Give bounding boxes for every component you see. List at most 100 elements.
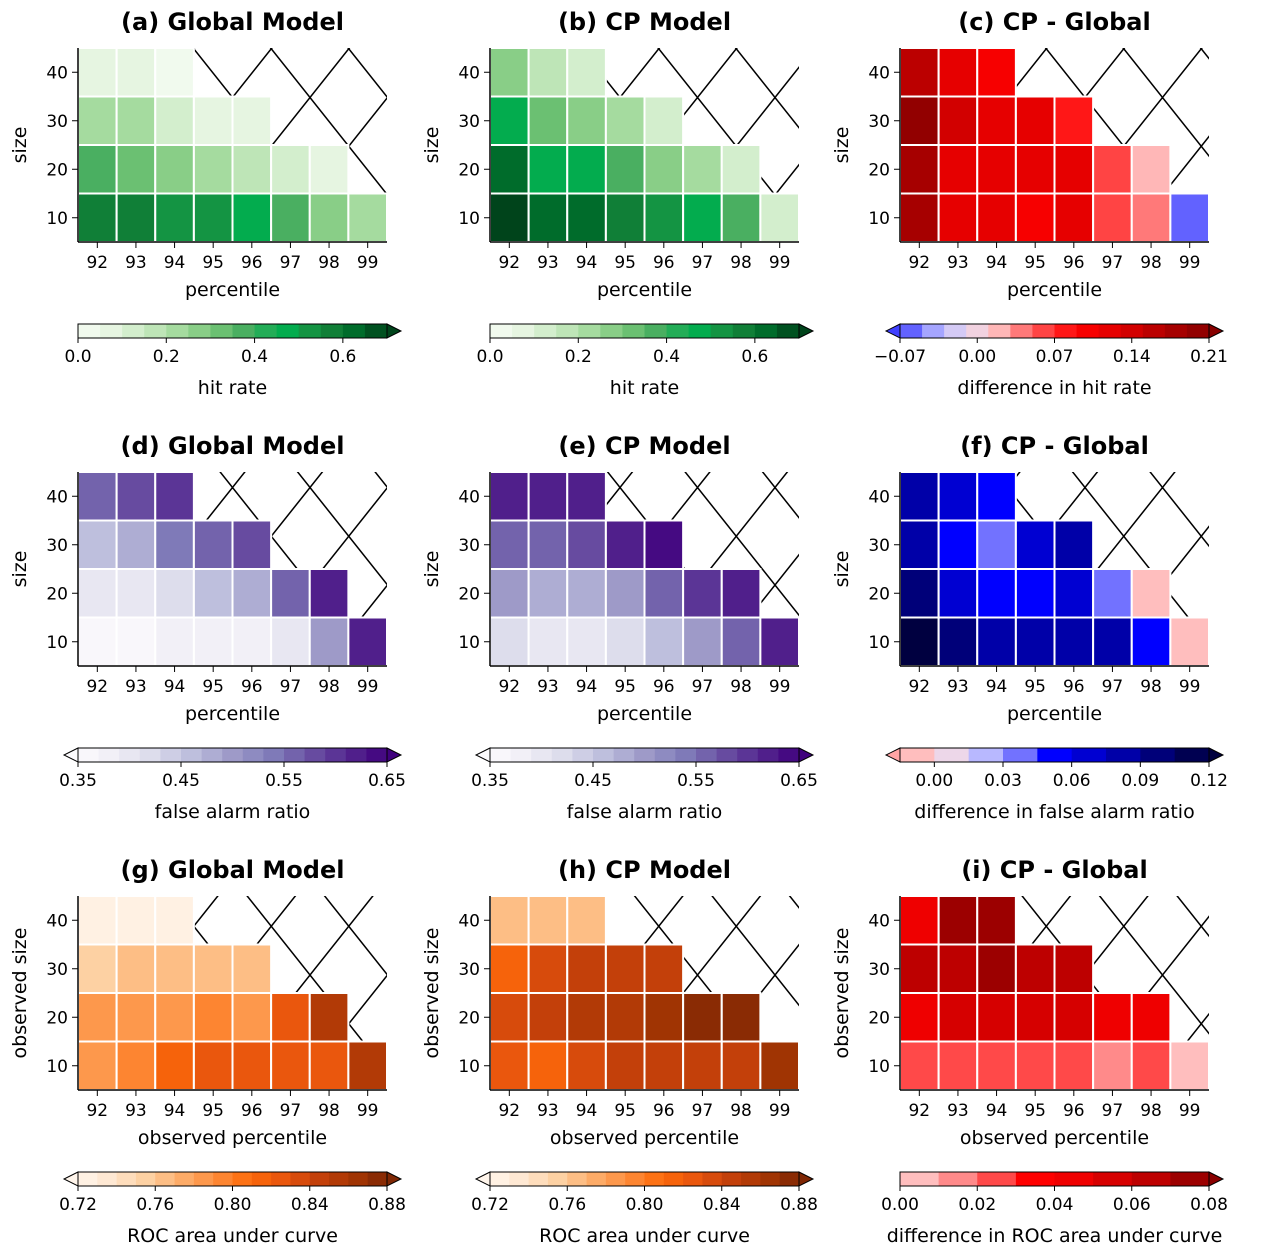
- colorbar-segment: [1140, 748, 1176, 762]
- colorbar-extend-max: [798, 323, 815, 339]
- heatmap-cell: [720, 144, 762, 195]
- colorbar-tick-label: 0.76: [548, 1195, 586, 1215]
- panel-title: (d) Global Model: [121, 432, 345, 460]
- heatmap-cell: [77, 144, 118, 195]
- x-tick-label: 99: [357, 677, 379, 697]
- y-axis-label: observed size: [421, 928, 443, 1059]
- heatmap-cell: [308, 144, 350, 195]
- heatmap-cell: [192, 568, 234, 619]
- heatmap-cell: [604, 943, 646, 994]
- heatmap-cell: [1092, 1040, 1133, 1091]
- heatmap-cell: [1169, 1040, 1210, 1091]
- heatmap-cell: [489, 943, 530, 994]
- panel-title: (g) Global Model: [121, 856, 345, 884]
- heatmap-cell: [192, 144, 234, 195]
- colorbar-segment: [779, 1172, 800, 1186]
- x-tick-label: 96: [653, 1101, 675, 1121]
- y-tick-label: 40: [46, 487, 68, 507]
- heatmap-cell: [489, 568, 530, 619]
- heatmap-cell: [308, 1040, 350, 1091]
- heatmap-cell: [1053, 568, 1095, 619]
- heatmap-cell: [682, 1040, 723, 1091]
- colorbar-segment: [721, 1172, 742, 1186]
- y-tick-label: 30: [868, 112, 890, 132]
- heatmap-cell: [566, 192, 607, 243]
- heatmap-cell: [720, 616, 762, 667]
- colorbar-tick-label: 0.2: [153, 347, 180, 367]
- colorbar-segment: [213, 1172, 234, 1186]
- colorbar-extend-max: [1208, 747, 1225, 763]
- heatmap-cell: [77, 992, 118, 1043]
- heatmap-cell: [231, 992, 273, 1043]
- x-tick-label: 94: [164, 677, 186, 697]
- colorbar-tick-label: 0.14: [1113, 347, 1151, 367]
- colorbar-segment: [284, 748, 306, 762]
- heatmap-cell: [527, 568, 569, 619]
- heatmap-cell: [1014, 1040, 1056, 1091]
- colorbar-segment: [366, 748, 388, 762]
- heatmap-cell: [527, 519, 569, 570]
- colorbar-segment: [934, 748, 970, 762]
- colorbar-segment: [551, 748, 573, 762]
- heatmap-cell: [899, 144, 940, 195]
- heatmap-cell: [527, 471, 569, 522]
- heatmap-cell: [308, 992, 350, 1043]
- colorbar-segment: [188, 324, 212, 338]
- x-tick-label: 93: [537, 253, 559, 273]
- x-axis-label: observed percentile: [960, 1127, 1149, 1149]
- colorbar-segment: [944, 324, 967, 338]
- heatmap-cell: [643, 95, 685, 146]
- panel-g: (g) Global Model 92 93 94 95 96 97 98 99 10 20 30 40…: [9, 856, 406, 1247]
- colorbar-segment: [666, 324, 690, 338]
- colorbar-segment: [320, 324, 344, 338]
- heatmap-cell: [566, 943, 607, 994]
- heatmap-cell: [1092, 192, 1133, 243]
- heatmap-cell: [527, 616, 569, 667]
- heatmap-cell: [489, 95, 530, 146]
- colorbar-segment: [988, 324, 1011, 338]
- panel-title: (a) Global Model: [121, 8, 344, 36]
- heatmap-cell: [976, 192, 1017, 243]
- heatmap-cell: [899, 1040, 940, 1091]
- heatmap-cell: [270, 144, 311, 195]
- heatmap-cell: [937, 616, 979, 667]
- heatmap-cell: [192, 192, 234, 243]
- heatmap-cell: [231, 519, 273, 570]
- colorbar-segment: [242, 748, 264, 762]
- y-tick-label: 20: [46, 160, 68, 180]
- colorbar-extend-min: [884, 747, 901, 763]
- heatmap-cell: [1053, 616, 1095, 667]
- colorbar-segment: [490, 1172, 510, 1186]
- colorbar-segment: [634, 748, 656, 762]
- x-axis-label: percentile: [185, 703, 280, 725]
- heatmap-cell: [682, 144, 723, 195]
- heatmap-cell: [1053, 1040, 1095, 1091]
- heatmap-cell: [937, 992, 979, 1043]
- y-tick-label: 10: [458, 209, 480, 229]
- x-axis-label: percentile: [597, 703, 692, 725]
- colorbar-segment: [298, 324, 322, 338]
- heatmap-cell: [937, 895, 979, 946]
- y-tick-label: 40: [46, 911, 68, 931]
- x-tick-label: 99: [1179, 253, 1201, 273]
- colorbar-extend-max: [386, 747, 403, 763]
- y-tick-label: 40: [458, 487, 480, 507]
- colorbar-segment: [193, 1172, 214, 1186]
- colorbar-segment: [1037, 748, 1073, 762]
- colorbar-segment: [622, 324, 646, 338]
- y-tick-label: 30: [458, 960, 480, 980]
- heatmap-cell: [527, 992, 569, 1043]
- heatmap-cell: [270, 192, 311, 243]
- panel-c: (c) CP - Global 92 93 94 95 96 97 98 99 10 20 30 40 p…: [831, 8, 1228, 399]
- colorbar-segment: [663, 1172, 684, 1186]
- heatmap-cell: [899, 992, 940, 1043]
- colorbar-segment: [364, 324, 388, 338]
- colorbar-segment: [135, 1172, 156, 1186]
- x-tick-label: 99: [357, 253, 379, 273]
- y-tick-label: 20: [458, 160, 480, 180]
- heatmap-cell: [154, 992, 195, 1043]
- colorbar-segment: [254, 324, 278, 338]
- colorbar-tick-label: 0.65: [780, 771, 818, 791]
- colorbar-segment: [593, 748, 615, 762]
- colorbar-segment: [78, 1172, 98, 1186]
